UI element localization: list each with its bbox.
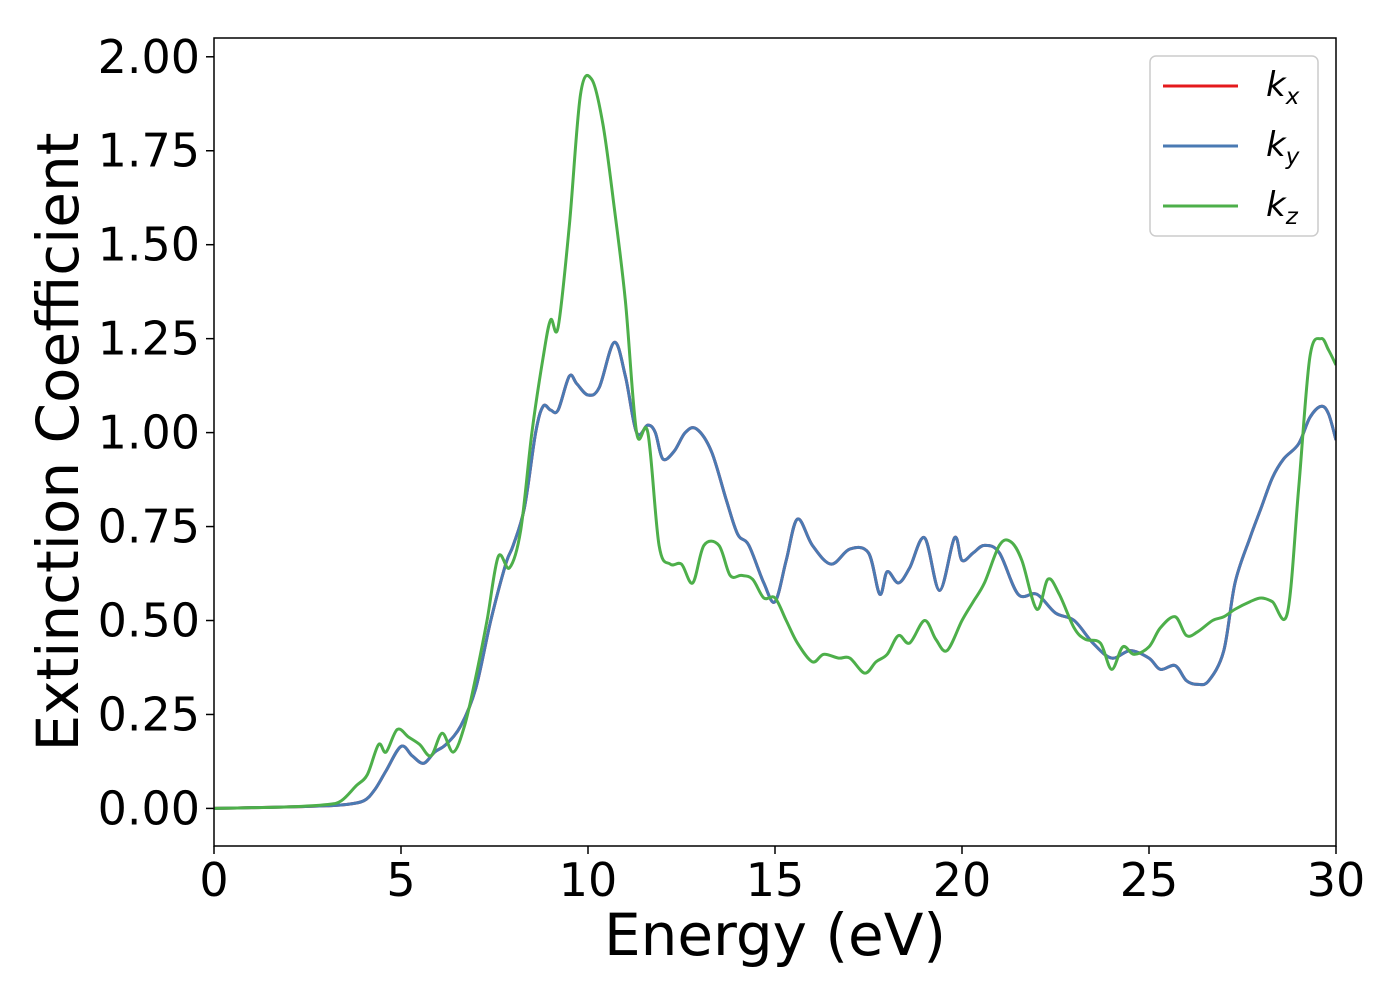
legend-label-y: ky [1266,125,1300,170]
legend: kx ky kz [1149,55,1319,237]
y-axis: 0.00 0.25 0.50 0.75 1.00 1.25 1.50 1.75 2.00 [98,30,214,835]
x-axis-title: Energy (eV) [604,901,946,969]
x-axis: 0 5 10 15 20 25 30 [199,846,1365,907]
y-tick-label: 0.25 [98,687,200,741]
series-line-z [214,73,1336,810]
y-tick-label: 1.75 [98,124,200,178]
x-tick-label: 5 [386,853,415,907]
x-tick-label: 20 [933,853,992,907]
y-tick-label: 0.00 [98,781,200,835]
y-tick-label: 0.50 [98,594,200,648]
y-tick-label: 0.75 [98,500,200,554]
y-axis-title: Extinction Coefficient [24,133,92,752]
x-tick-label: 30 [1307,853,1366,907]
y-tick-label: 2.00 [98,30,200,84]
y-tick-label: 1.00 [98,406,200,460]
legend-label-x: kx [1266,65,1300,110]
legend-label-z: kz [1266,185,1299,230]
x-tick-label: 10 [559,853,618,907]
y-tick-label: 1.50 [98,218,200,272]
y-tick-label: 1.25 [98,312,200,366]
x-tick-label: 15 [746,853,805,907]
x-tick-label: 25 [1120,853,1179,907]
series-line-x [214,340,1336,810]
x-tick-label: 0 [199,853,228,907]
series-layer [214,73,1336,810]
series-line-y [214,340,1336,810]
